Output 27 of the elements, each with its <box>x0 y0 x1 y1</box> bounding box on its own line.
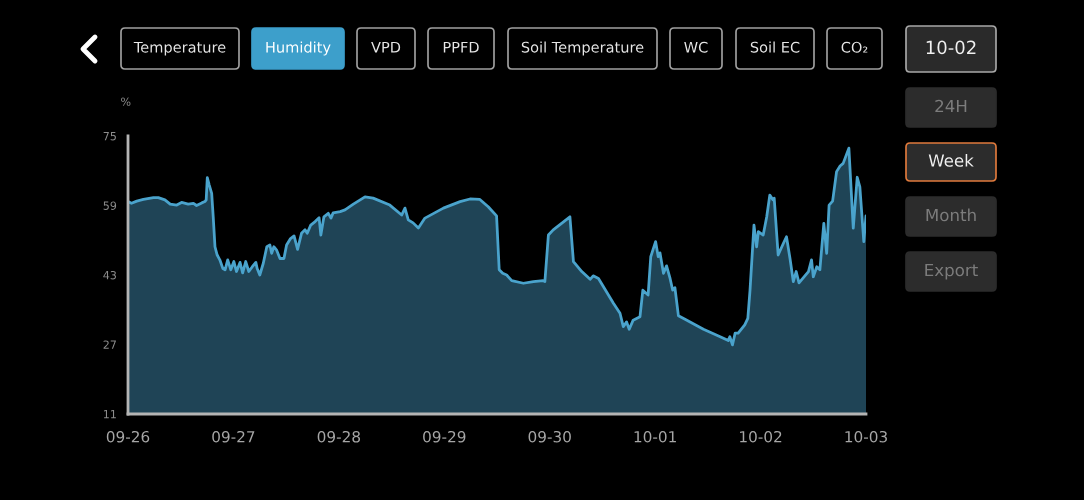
text: WC <box>684 41 708 53</box>
x-tick-label: 10-03 <box>845 430 887 443</box>
text: Soil Temperature <box>521 41 644 56</box>
text: Export <box>925 263 978 280</box>
y-axis-title: % <box>121 97 131 106</box>
x-tick-label: 10-01 <box>634 430 676 443</box>
text: Soil EC <box>750 41 800 53</box>
x-tick-label: 09-27 <box>212 430 255 443</box>
x-tick-label: 09-30 <box>528 430 571 443</box>
x-tick-label: 09-29 <box>423 430 466 443</box>
text: Humidity <box>266 41 331 56</box>
text: Week <box>928 153 974 167</box>
text: Month <box>926 208 976 222</box>
text: CO₂ <box>841 41 868 53</box>
y-tick-label: 43 <box>103 270 116 280</box>
text: PPFD <box>443 41 479 53</box>
y-tick-label: 27 <box>103 340 116 349</box>
text: 24H <box>935 99 967 113</box>
x-tick-label: 10-02 <box>740 430 782 443</box>
x-tick-label: 09-26 <box>106 430 150 443</box>
x-tick-label: 09-28 <box>317 430 361 443</box>
y-tick-label: 75 <box>103 132 116 141</box>
text: VPD <box>371 41 401 53</box>
text: 10-02 <box>926 40 976 55</box>
text: Temperature <box>133 41 226 56</box>
y-tick-label: 11 <box>103 410 116 419</box>
y-tick-label: 59 <box>103 201 117 210</box>
